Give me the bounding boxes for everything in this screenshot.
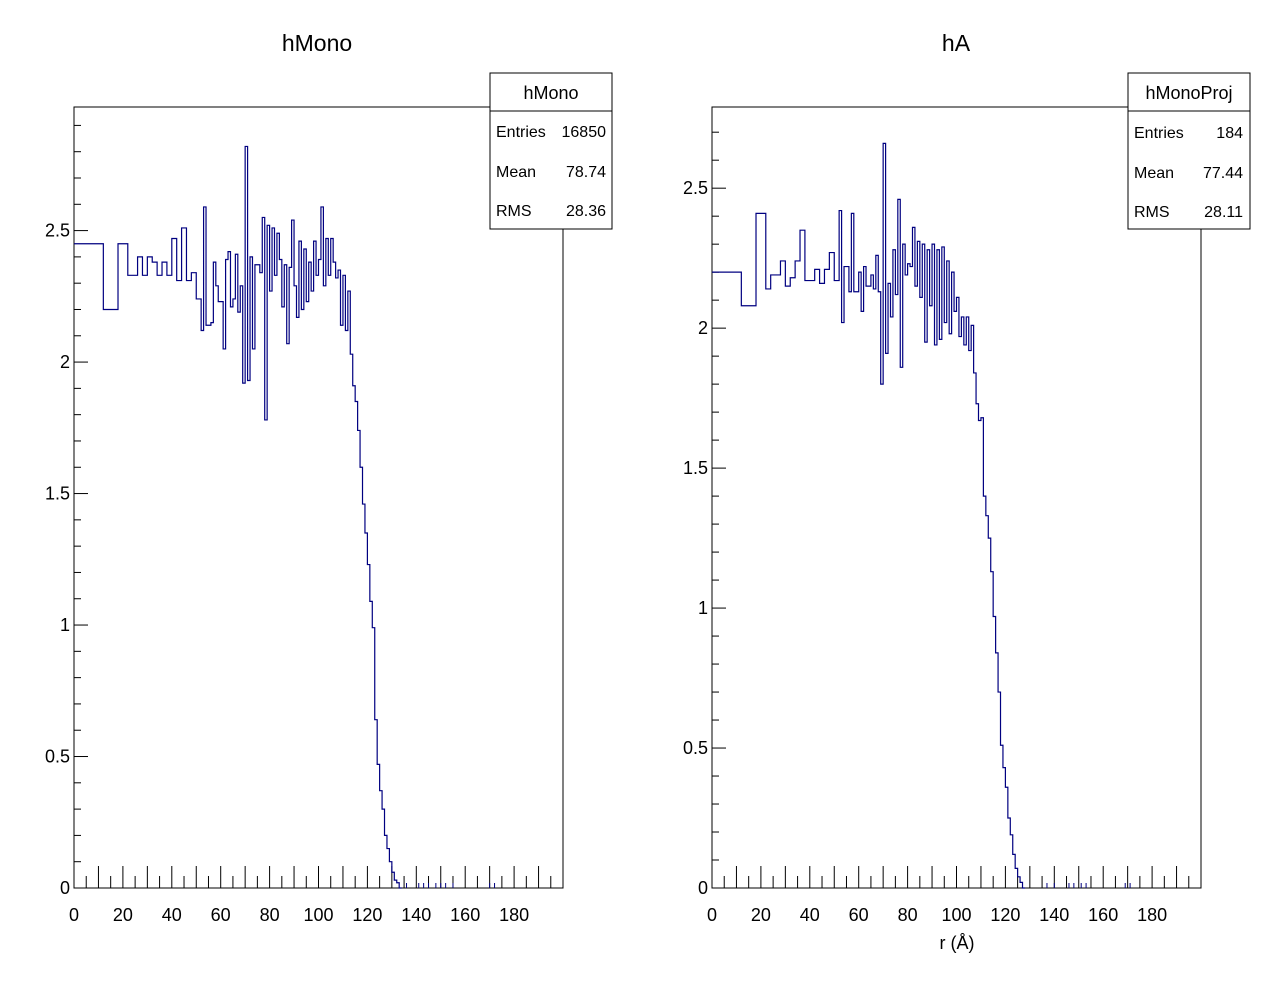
y-tick-labels: 0 0.5 1 1.5 2 2.5 [683, 178, 708, 898]
x-tick-label: 60 [849, 905, 869, 925]
x-tick-label: 0 [707, 905, 717, 925]
y-tick-label: 2 [60, 352, 70, 372]
x-tick-labels: 0 20 40 60 80 100 120 140 160 180 [707, 905, 1167, 925]
histogram-panel-hmono: hMono 0 20 40 60 80 100 120 140 160 180 0 0.5 1 1.5 2… [45, 30, 613, 925]
histogram-panel-ha: hA 0 20 40 60 80 100 120 140 160 180 0 0.5 1 1.5 2 2.5… [683, 30, 1251, 953]
x-tick-label: 100 [303, 905, 333, 925]
y-tick-label: 2.5 [45, 221, 70, 241]
stats-box-title: hMonoProj [1145, 83, 1232, 103]
stats-entries-label: Entries [496, 124, 546, 141]
x-tick-label: 40 [162, 905, 182, 925]
stats-rms-label: RMS [1134, 204, 1170, 221]
x-tick-label: 80 [898, 905, 918, 925]
stats-rms-value: 28.11 [1204, 204, 1243, 221]
x-tick-label: 160 [1088, 905, 1118, 925]
x-tick-label: 120 [990, 905, 1020, 925]
stats-rms-value: 28.36 [566, 203, 606, 220]
x-tick-labels: 0 20 40 60 80 100 120 140 160 180 [69, 905, 529, 925]
stats-box-frame [1127, 72, 1251, 230]
histogram-series [712, 142, 1131, 889]
stats-mean-label: Mean [496, 164, 536, 181]
x-tick-label: 180 [1137, 905, 1167, 925]
y-tick-label: 1 [698, 598, 708, 618]
histogram-series [74, 145, 496, 889]
x-tick-label: 140 [401, 905, 431, 925]
y-tick-label: 0.5 [45, 747, 70, 767]
y-tick-label: 0.5 [683, 738, 708, 758]
stats-mean-label: Mean [1134, 165, 1174, 182]
stats-mean-value: 77.44 [1203, 165, 1243, 182]
stats-box: hMonoProj Entries 184 Mean 77.44 RMS 28.… [1127, 72, 1251, 230]
x-tick-label: 20 [751, 905, 771, 925]
histogram-outline [712, 142, 1025, 889]
y-tick-label: 1 [60, 615, 70, 635]
panel-title: hMono [282, 30, 352, 56]
histogram-outline [74, 145, 402, 889]
x-tick-label: 80 [260, 905, 280, 925]
stats-box-frame [489, 72, 613, 230]
stats-entries-value: 16850 [562, 124, 607, 141]
x-tick-label: 160 [450, 905, 480, 925]
y-tick-label: 2.5 [683, 178, 708, 198]
x-tick-label: 120 [352, 905, 382, 925]
x-axis-label: r (Å) [940, 933, 975, 953]
stats-box-title: hMono [523, 83, 578, 103]
y-tick-label: 0 [698, 878, 708, 898]
stats-entries-label: Entries [1134, 125, 1184, 142]
y-tick-label: 0 [60, 878, 70, 898]
y-tick-labels: 0 0.5 1 1.5 2 2.5 [45, 221, 70, 898]
x-tick-label: 180 [499, 905, 529, 925]
y-tick-label: 1.5 [45, 484, 70, 504]
x-tick-label: 0 [69, 905, 79, 925]
x-tick-label: 60 [211, 905, 231, 925]
x-tick-label: 140 [1039, 905, 1069, 925]
axis-ticks [711, 131, 1190, 889]
x-tick-label: 20 [113, 905, 133, 925]
y-tick-label: 1.5 [683, 458, 708, 478]
x-tick-label: 40 [800, 905, 820, 925]
y-tick-label: 2 [698, 318, 708, 338]
x-tick-label: 100 [941, 905, 971, 925]
panel-title: hA [942, 30, 971, 56]
stats-mean-value: 78.74 [566, 164, 606, 181]
stats-box: hMono Entries 16850 Mean 78.74 RMS 28.36 [489, 72, 613, 230]
axis-ticks [73, 124, 552, 889]
stats-rms-label: RMS [496, 203, 532, 220]
stats-entries-value: 184 [1216, 125, 1243, 142]
